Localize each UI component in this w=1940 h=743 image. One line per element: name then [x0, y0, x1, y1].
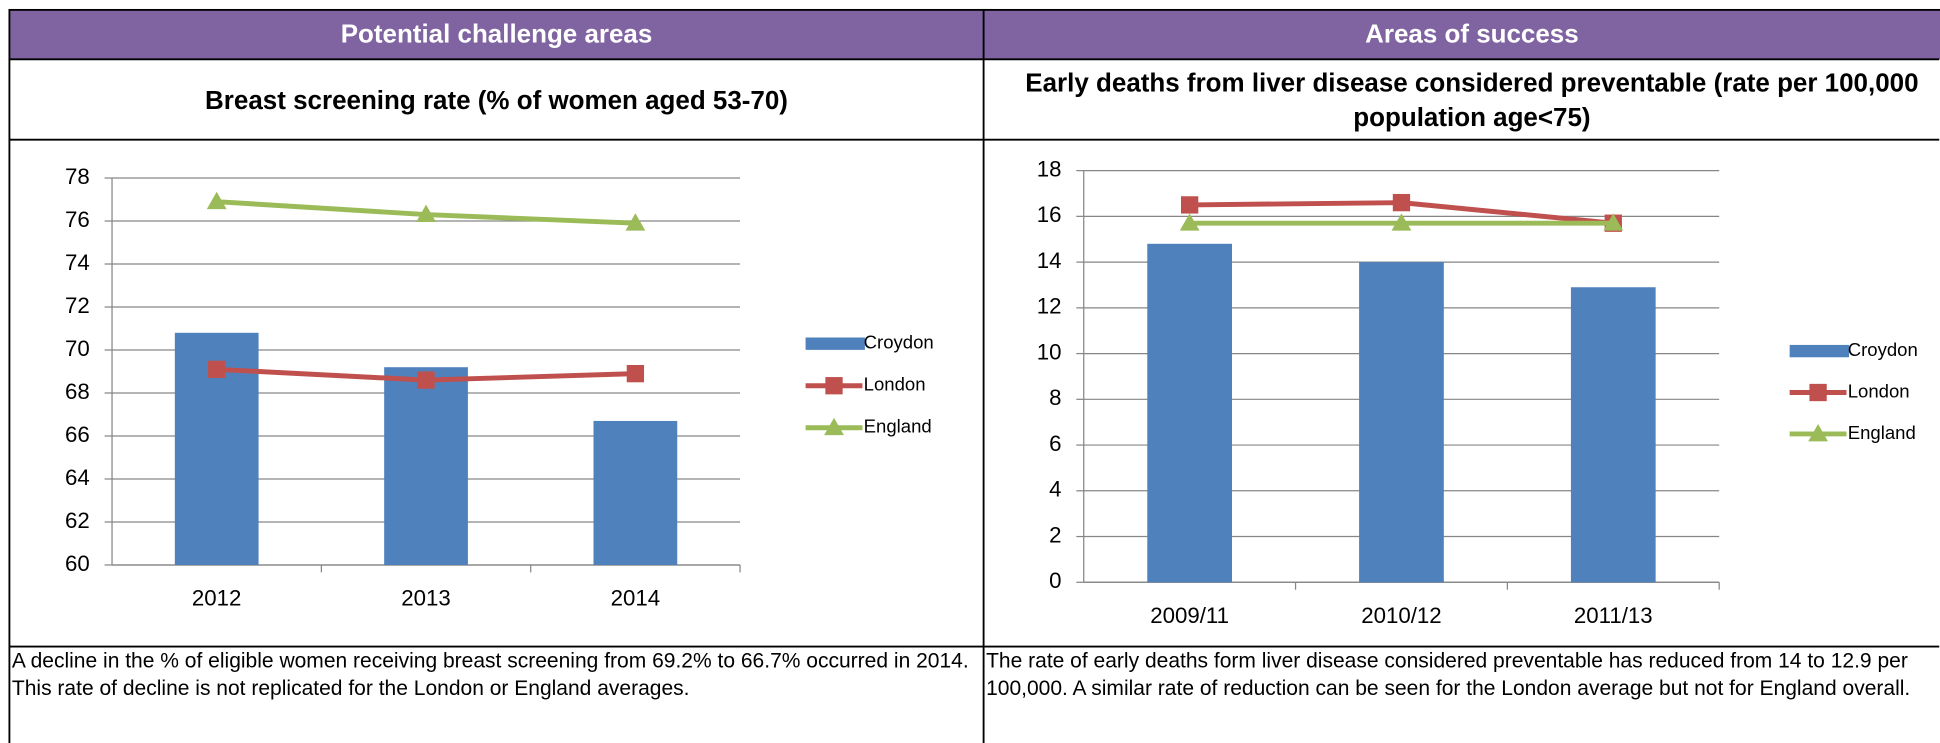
bar [1359, 262, 1444, 583]
note: A decline in the % of eligible women rec… [11, 649, 969, 700]
title-box: Early deaths from liver disease consider… [1025, 69, 1919, 133]
bar [384, 367, 468, 565]
y-tick-label: 10 [1037, 339, 1062, 364]
marker [206, 191, 227, 210]
note-box: A decline in the % of eligible women rec… [11, 649, 969, 700]
y-tick-label: 70 [65, 336, 90, 361]
legend-label: England [864, 416, 932, 437]
y-tick-label: 64 [65, 465, 90, 490]
legend-swatch [805, 337, 865, 350]
y-tick-label: 66 [65, 422, 90, 447]
legend-marker [825, 377, 843, 395]
y-tick-label: 62 [65, 508, 90, 533]
marker [626, 364, 645, 383]
chart-title: Early deaths from liver disease consider… [1025, 69, 1919, 133]
header-band [9, 9, 1940, 60]
y-tick-label: 68 [65, 379, 90, 404]
x-tick-label: 2009/11 [1150, 603, 1229, 628]
note-box: The rate of early deaths form liver dise… [986, 649, 1911, 700]
y-tick-label: 72 [65, 293, 90, 318]
chart-title: Breast screening rate (% of women aged 5… [205, 86, 788, 115]
legend-label: London [1848, 380, 1910, 401]
y-tick-label: 2 [1049, 522, 1061, 547]
y-tick-label: 16 [1037, 202, 1062, 227]
legend-label: Croydon [864, 332, 934, 353]
y-tick-label: 14 [1037, 248, 1062, 273]
y-tick-label: 60 [65, 551, 90, 576]
marker [208, 360, 226, 379]
y-tick-label: 78 [65, 164, 90, 189]
y-tick-label: 8 [1049, 385, 1061, 410]
marker [625, 213, 646, 231]
bar [1147, 243, 1233, 583]
y-tick-label: 0 [1049, 568, 1061, 593]
marker [1603, 213, 1624, 231]
x-tick-label: 2014 [611, 585, 661, 610]
y-tick-label: 76 [65, 207, 90, 232]
marker [417, 371, 435, 389]
y-tick-label: 18 [1037, 156, 1062, 181]
marker [1391, 213, 1412, 231]
panel-header: Areas of success [1365, 19, 1579, 49]
marker [416, 204, 436, 222]
legend-swatch [1789, 344, 1849, 358]
panel-header: Potential challenge areas [341, 19, 653, 49]
legend-label: London [864, 374, 926, 395]
x-tick-label: 2013 [401, 585, 451, 610]
marker [1392, 193, 1411, 212]
y-tick-label: 12 [1037, 294, 1062, 319]
y-tick-label: 4 [1049, 477, 1061, 502]
y-tick-label: 74 [65, 250, 90, 275]
legend-marker [824, 417, 844, 436]
legend-marker [1809, 383, 1827, 402]
note: The rate of early deaths form liver dise… [986, 649, 1911, 700]
legend-marker [1808, 424, 1828, 442]
bar [1570, 287, 1656, 583]
marker [1179, 213, 1200, 231]
legend-label: England [1848, 422, 1916, 443]
bar [593, 420, 678, 565]
marker [1180, 196, 1199, 214]
legend-label: Croydon [1848, 339, 1918, 360]
title-box: Breast screening rate (% of women aged 5… [205, 86, 788, 115]
y-tick-label: 6 [1049, 431, 1061, 456]
x-tick-label: 2011/13 [1574, 603, 1653, 628]
x-tick-label: 2012 [192, 585, 242, 610]
table-borders [8, 8, 1940, 743]
x-tick-label: 2010/12 [1361, 603, 1441, 628]
